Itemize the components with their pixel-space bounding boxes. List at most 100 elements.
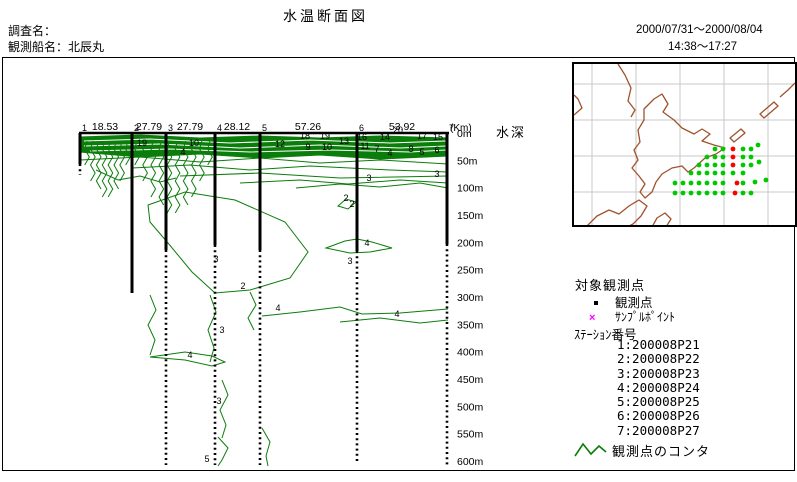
observation-dot bbox=[748, 190, 754, 196]
depth-tick-label: 250m bbox=[457, 265, 484, 277]
coastline bbox=[587, 199, 648, 225]
station-number-label: 6 bbox=[359, 123, 364, 133]
zigzag-line bbox=[574, 442, 607, 457]
depth-tick-label: 450m bbox=[457, 374, 484, 386]
depth-tick-label: 400m bbox=[457, 347, 484, 359]
contour-value-label: 3 bbox=[213, 254, 218, 264]
contour-line bbox=[101, 140, 108, 198]
legend-contour-label: 観測点のコンタ bbox=[612, 444, 711, 459]
station-number-label: 7 bbox=[449, 123, 454, 133]
contour-value-label: 16 bbox=[357, 132, 367, 142]
observation-dot bbox=[763, 177, 769, 183]
depth-axis-title: 水深 bbox=[496, 125, 527, 140]
contour-line bbox=[119, 140, 126, 182]
contour-line bbox=[134, 140, 140, 166]
station-distance-label: 27.79 bbox=[177, 121, 203, 133]
contour-line bbox=[166, 140, 173, 214]
contour-value-label: 10 bbox=[322, 142, 332, 152]
contour-value-label: 4 bbox=[187, 350, 192, 360]
station-distance-label: 18.53 bbox=[92, 121, 118, 133]
contour-line bbox=[150, 140, 157, 198]
contour-line bbox=[125, 140, 131, 166]
observation-dot bbox=[740, 170, 746, 176]
contour-value-label: 4 bbox=[387, 148, 392, 158]
contour-value-label: 4 bbox=[364, 238, 369, 248]
station-code: 1:200008P21 bbox=[617, 337, 700, 352]
depth-tick-label: 0m bbox=[457, 128, 472, 140]
observation-dot bbox=[720, 190, 726, 196]
contour-line bbox=[217, 436, 229, 467]
observation-dot bbox=[704, 190, 710, 196]
contour-line bbox=[190, 140, 197, 198]
contour-line bbox=[147, 294, 157, 356]
contour-line bbox=[142, 140, 148, 182]
map-inset bbox=[572, 62, 797, 227]
map-inset-svg bbox=[574, 64, 795, 225]
contour-line bbox=[247, 291, 257, 331]
observation-dot bbox=[712, 162, 718, 168]
observation-dot bbox=[740, 154, 746, 160]
contour-line bbox=[131, 164, 449, 173]
station-code: 4:200008P24 bbox=[617, 379, 700, 395]
contour-value-label: 3 bbox=[347, 256, 352, 266]
observation-dot bbox=[748, 146, 754, 152]
observation-dot bbox=[704, 170, 710, 176]
contour-line bbox=[95, 169, 177, 183]
contour-value-label: 7 bbox=[374, 144, 379, 154]
contour-value-label: 3 bbox=[434, 169, 439, 179]
observation-dot bbox=[740, 190, 746, 196]
band-striation bbox=[83, 138, 447, 144]
contour-line bbox=[89, 140, 96, 182]
contour-value-label: 11 bbox=[360, 141, 369, 151]
observation-dot bbox=[680, 180, 686, 186]
contour-value-label: 3 bbox=[219, 325, 224, 335]
observation-dot bbox=[755, 142, 761, 148]
section-station-dot bbox=[730, 146, 736, 152]
contour-line bbox=[261, 427, 271, 467]
page-title: 水温断面図 bbox=[283, 8, 368, 24]
vessel-name-label: 観測船名：北辰丸 bbox=[8, 40, 105, 54]
coastline bbox=[652, 212, 672, 225]
observation-dot bbox=[672, 180, 678, 186]
contour-value-label: 5 bbox=[419, 147, 424, 157]
contour-line bbox=[219, 379, 229, 439]
contour-value-label: 20 bbox=[393, 125, 403, 135]
date-range: 2000/07/31～2000/08/04 bbox=[636, 24, 763, 36]
station-code: 5:200008P25 bbox=[617, 394, 700, 410]
contour-value-label: 5 bbox=[204, 454, 209, 464]
contour-value-label: 15 bbox=[433, 132, 443, 142]
contour-line bbox=[107, 140, 114, 198]
sample-point-marker-icon: × bbox=[589, 312, 596, 324]
contour-value-label: 17 bbox=[417, 131, 427, 141]
contour-line bbox=[149, 351, 227, 367]
contour-value-label: 14 bbox=[380, 132, 390, 142]
contour-line bbox=[261, 306, 449, 317]
contour-value-label: 2 bbox=[240, 281, 245, 291]
observation-dot bbox=[740, 180, 746, 186]
contour-line bbox=[147, 191, 309, 294]
time-range: 14:38～17:27 bbox=[668, 41, 738, 53]
depth-tick-label: 500m bbox=[457, 401, 484, 413]
station-distance-label: 53.92 bbox=[389, 121, 415, 133]
station-number-label: 3 bbox=[168, 123, 173, 133]
station-number-label: 2 bbox=[134, 123, 139, 133]
contour-value-label: 19 bbox=[137, 138, 147, 148]
legend-sample-point-label: ｻﾝﾌﾟﾙﾎﾟｲﾝﾄ bbox=[615, 310, 676, 324]
coastline bbox=[729, 128, 746, 143]
depth-tick-label: 550m bbox=[457, 429, 484, 441]
depth-tick-label: 350m bbox=[457, 319, 484, 331]
contour-line bbox=[158, 140, 165, 206]
contour-legend-icon bbox=[574, 442, 607, 457]
station-distance-label: 27.79 bbox=[136, 121, 162, 133]
observation-dot bbox=[696, 162, 702, 168]
section-station-dot bbox=[734, 180, 740, 186]
observation-dot bbox=[730, 170, 736, 176]
contour-line bbox=[199, 140, 205, 182]
coastline bbox=[617, 64, 636, 118]
contour-value-label: 2 bbox=[343, 193, 348, 203]
contour-value-label: 8 bbox=[408, 144, 413, 154]
station-code: 3:200008P23 bbox=[617, 365, 700, 381]
observation-dot bbox=[720, 146, 726, 152]
contour-line bbox=[182, 140, 189, 206]
depth-tick-label: 600m bbox=[457, 456, 484, 468]
